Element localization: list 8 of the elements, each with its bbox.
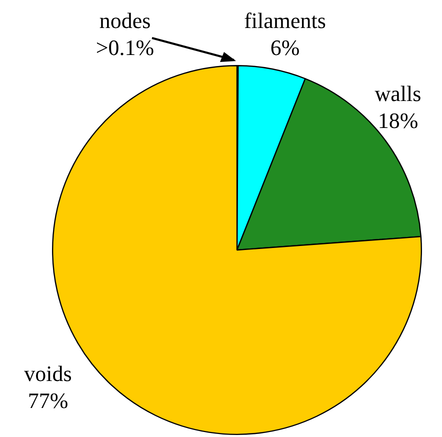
slice-label: nodes bbox=[99, 8, 151, 33]
slice-label: filaments bbox=[244, 8, 326, 33]
data-label: 77% bbox=[28, 388, 68, 413]
slice-label: walls bbox=[374, 80, 422, 106]
slice-label: voids bbox=[24, 360, 72, 386]
data-label: 18% bbox=[378, 108, 418, 133]
data-label: >0.1% bbox=[96, 34, 154, 60]
data-label: 6% bbox=[270, 34, 300, 60]
